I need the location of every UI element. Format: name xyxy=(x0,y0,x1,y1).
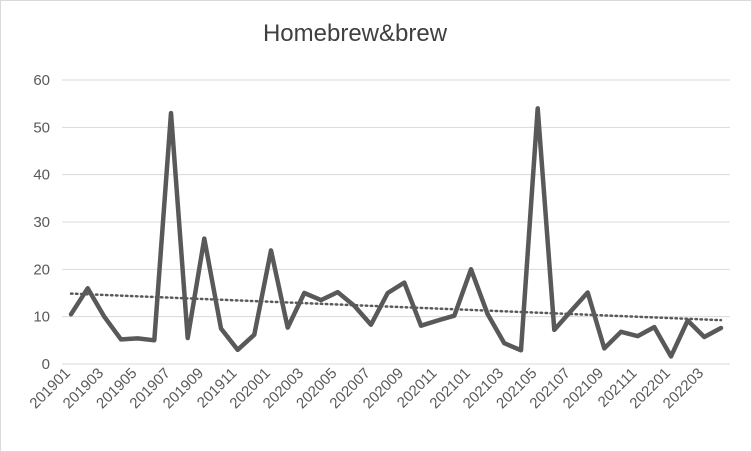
chart-title: Homebrew&brew xyxy=(262,20,448,47)
y-tick-label: 30 xyxy=(33,214,50,231)
y-axis-tick-labels: 0 10 20 30 40 50 60 xyxy=(33,72,50,373)
trendline-line xyxy=(69,292,723,322)
series-line xyxy=(68,106,724,359)
y-tick-label: 40 xyxy=(33,167,50,184)
y-tick-label: 50 xyxy=(33,119,50,136)
y-tick-label: 60 xyxy=(33,72,50,89)
series-layer xyxy=(68,106,724,359)
x-axis-tick-labels: 2019012019032019052019072019092019112020… xyxy=(26,365,707,412)
y-tick-label: 10 xyxy=(33,309,50,326)
trendline xyxy=(69,292,723,322)
y-tick-label: 20 xyxy=(33,261,50,278)
y-tick-label: 0 xyxy=(42,356,50,373)
